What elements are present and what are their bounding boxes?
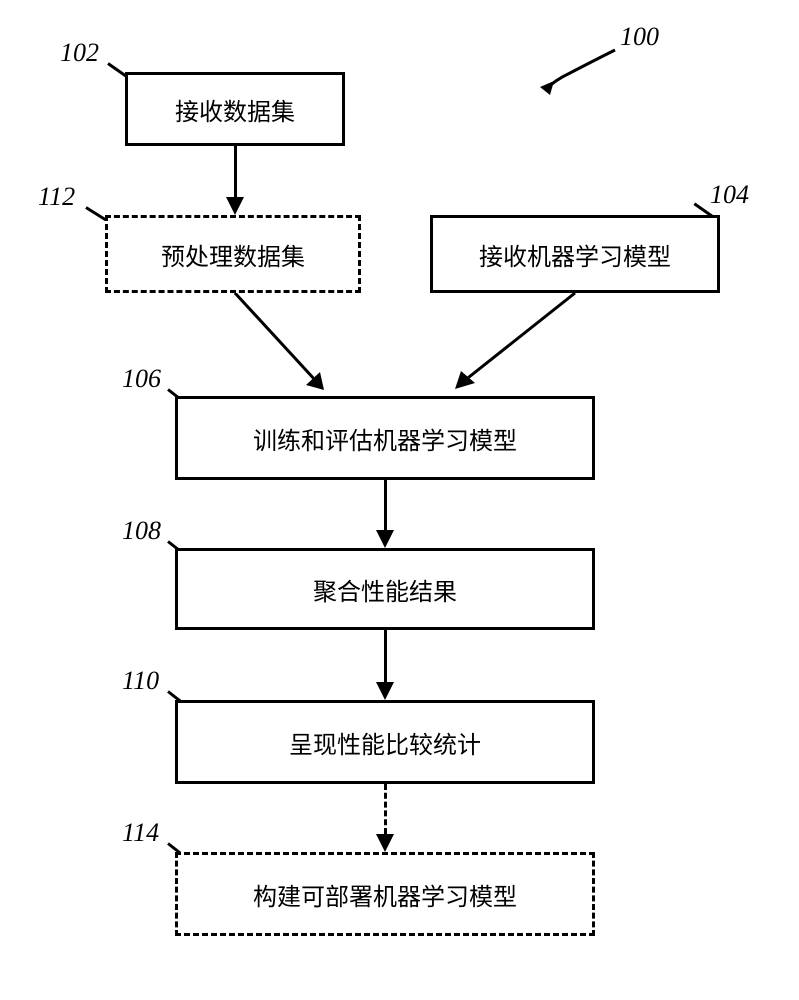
arrow-108-110	[384, 630, 387, 682]
ref-label-108: 108	[122, 516, 161, 546]
leader-112	[85, 206, 107, 221]
node-110-text: 呈现性能比较统计	[289, 725, 481, 760]
arrow-head-102-112	[226, 197, 244, 215]
node-102-text: 接收数据集	[175, 92, 295, 127]
arrow-104-106	[440, 293, 580, 403]
node-112-text: 预处理数据集	[161, 237, 305, 272]
node-108: 聚合性能结果	[175, 548, 595, 630]
ref-label-104: 104	[710, 180, 749, 210]
node-106-text: 训练和评估机器学习模型	[253, 421, 517, 456]
flowchart-canvas: 100 102 112 104 106 108 110 114 接收数据集 预处…	[0, 0, 799, 1000]
ref-label-112: 112	[38, 182, 75, 212]
ref-label-110: 110	[122, 666, 159, 696]
arrow-head-110-114	[376, 834, 394, 852]
arrow-head-108-110	[376, 682, 394, 700]
node-112: 预处理数据集	[105, 215, 361, 293]
node-106: 训练和评估机器学习模型	[175, 396, 595, 480]
node-110: 呈现性能比较统计	[175, 700, 595, 784]
node-104: 接收机器学习模型	[430, 215, 720, 293]
ref-label-114: 114	[122, 818, 159, 848]
node-102: 接收数据集	[125, 72, 345, 146]
leader-100	[540, 45, 620, 95]
arrow-102-112	[234, 146, 237, 198]
arrow-head-106-108	[376, 530, 394, 548]
arrow-106-108	[384, 480, 387, 530]
arrow-110-114	[384, 784, 387, 834]
leader-102	[107, 62, 127, 77]
ref-label-106: 106	[122, 364, 161, 394]
node-108-text: 聚合性能结果	[313, 572, 457, 607]
node-114: 构建可部署机器学习模型	[175, 852, 595, 936]
node-104-text: 接收机器学习模型	[479, 237, 671, 272]
ref-label-102: 102	[60, 38, 99, 68]
arrow-112-106	[234, 293, 354, 403]
node-114-text: 构建可部署机器学习模型	[253, 877, 517, 912]
ref-label-100: 100	[620, 22, 659, 52]
